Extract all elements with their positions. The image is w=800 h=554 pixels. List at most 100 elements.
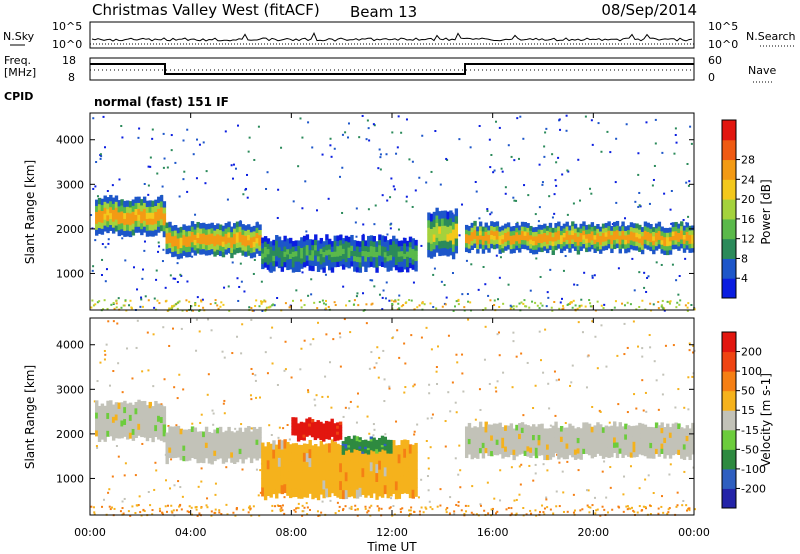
echo-cell: [411, 453, 415, 464]
echo-cell: [626, 225, 631, 231]
echo-cell: [269, 241, 273, 247]
colorbar-tick-label: 16: [741, 213, 755, 226]
near-range-pixel: [549, 508, 552, 511]
nave-tick-top: 60: [708, 54, 722, 67]
cpid-label: CPID: [4, 90, 33, 103]
echo-cell: [467, 230, 472, 236]
noise-pixel: [241, 323, 244, 326]
echo-cell: [109, 406, 113, 413]
echo-cell: [103, 405, 107, 413]
echo-cell: [515, 445, 519, 452]
echo-cell: [221, 246, 226, 253]
noise-pixel: [538, 330, 541, 333]
echo-cell: [571, 230, 575, 236]
noise-pixel: [644, 391, 647, 394]
noise-pixel: [479, 408, 482, 411]
echo-cell: [400, 250, 404, 257]
echo-cell: [557, 427, 561, 434]
noise-pixel: [405, 200, 408, 203]
echo-cell: [283, 261, 287, 268]
echo-cell: [358, 441, 362, 445]
echo-cell: [204, 249, 209, 256]
near-range-pixel: [217, 307, 220, 310]
noise-pixel: [542, 371, 545, 374]
echo-cell: [392, 251, 396, 257]
echo-cell: [526, 451, 530, 457]
noise-pixel: [314, 404, 317, 407]
echo-cell: [565, 239, 569, 245]
echo-cell: [613, 442, 617, 448]
noise-pixel: [238, 285, 241, 288]
noise-pixel: [396, 329, 399, 332]
colorbar-tick-label: 20: [741, 193, 755, 206]
echo-cell: [252, 442, 257, 449]
x-tick-label: 12:00: [376, 526, 408, 539]
echo-cell: [350, 449, 354, 453]
noise-pixel: [136, 288, 139, 291]
noise-pixel: [432, 273, 435, 276]
noise-pixel: [541, 181, 544, 184]
echo-cell: [682, 454, 687, 460]
echo-cell: [400, 245, 404, 252]
echo-cell: [473, 436, 477, 443]
noise-pixel: [271, 326, 274, 329]
noise-pixel: [362, 233, 365, 236]
near-range-pixel: [327, 305, 330, 308]
echo-cell: [355, 440, 360, 444]
near-range-pixel: [101, 505, 104, 508]
echo-cell: [624, 248, 628, 254]
near-range-pixel: [465, 510, 468, 513]
echo-cell: [685, 235, 690, 241]
echo-cell: [652, 427, 656, 433]
echo-cell: [537, 444, 541, 451]
echo-cell: [358, 443, 362, 447]
near-range-pixel: [589, 302, 592, 305]
echo-cell: [308, 239, 312, 245]
echo-cell: [344, 256, 349, 263]
noise-pixel: [445, 296, 448, 299]
power-ylabel: Slant Range [km]: [23, 160, 37, 264]
echo-cell: [297, 471, 301, 481]
echo-cell: [210, 448, 214, 455]
echo-cell: [446, 241, 450, 250]
echo-cell: [314, 249, 318, 256]
echo-cell: [288, 453, 293, 463]
echo-cell: [179, 454, 183, 461]
echo-cell: [501, 225, 505, 231]
near-range-pixel: [301, 510, 304, 513]
near-range-pixel: [467, 300, 470, 303]
near-range-pixel: [121, 507, 124, 510]
echo-cell: [330, 475, 335, 485]
echo-cell: [559, 436, 564, 442]
noise-pixel: [589, 506, 592, 509]
echo-cell: [165, 238, 169, 244]
echo-cell: [640, 231, 645, 237]
echo-cell: [504, 237, 508, 242]
echo-cell: [128, 230, 133, 238]
noise-pixel: [405, 195, 408, 198]
echo-cell: [490, 230, 494, 235]
noise-pixel: [386, 199, 389, 202]
echo-cell: [464, 426, 469, 433]
echo-cell: [484, 244, 488, 250]
near-range-pixel: [421, 302, 424, 305]
echo-cell: [372, 448, 376, 452]
noise-pixel: [224, 130, 227, 133]
noise-pixel: [648, 334, 651, 337]
echo-cell: [540, 242, 544, 248]
echo-cell: [173, 245, 178, 252]
echo-cell: [565, 448, 569, 454]
echo-cell: [134, 401, 138, 409]
echo-cell: [227, 221, 231, 228]
echo-cell: [688, 239, 692, 244]
echo-cell: [244, 453, 248, 460]
noise-pixel: [449, 410, 452, 413]
noise-pixel: [355, 421, 358, 424]
colorbar-tick-label: 50: [741, 385, 755, 398]
echo-cell: [506, 226, 511, 232]
noise-pixel: [271, 362, 274, 365]
echo-cell: [476, 427, 480, 433]
echo-cell: [506, 441, 511, 447]
colorbar-swatch: [722, 410, 736, 431]
echo-cell: [467, 428, 472, 434]
